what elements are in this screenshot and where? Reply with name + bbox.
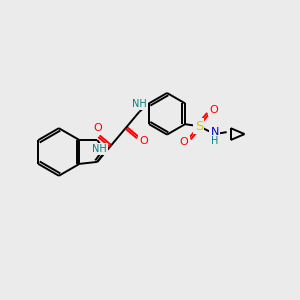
Text: O: O (93, 123, 102, 134)
Text: S: S (195, 120, 203, 133)
Text: N: N (211, 127, 219, 137)
Text: O: O (209, 105, 218, 115)
Text: NH: NH (132, 99, 147, 109)
Text: H: H (211, 136, 218, 146)
Text: NH: NH (92, 144, 106, 154)
Text: O: O (140, 136, 148, 146)
Text: O: O (180, 137, 188, 147)
